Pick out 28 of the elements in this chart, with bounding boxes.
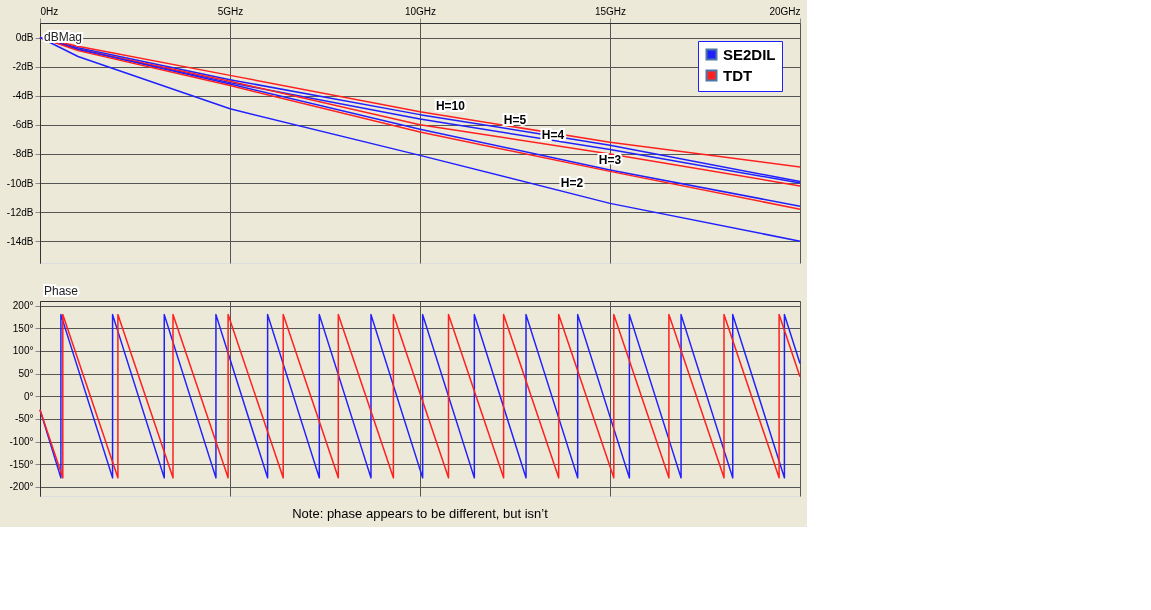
annotation: H=10: [435, 99, 466, 114]
x-tick-label: 5GHz: [217, 5, 244, 17]
chart-title: Phase: [44, 284, 79, 298]
y-tick-label: -12dB: [6, 206, 34, 218]
y-tick-label: -50°: [15, 413, 34, 425]
y-tick-label: -14dB: [6, 235, 34, 247]
x-tick-label: 10GHz: [404, 5, 437, 17]
y-tick-label: 0dB: [15, 32, 34, 44]
y-tick-label: -8dB: [12, 148, 34, 160]
y-tick-label: 200°: [12, 300, 34, 312]
y-tick-label: -100°: [9, 436, 34, 448]
y-tick-label: 100°: [12, 345, 34, 357]
legend-label: TDT: [723, 66, 753, 84]
x-tick-label: 20GHz: [769, 5, 801, 17]
legend-label: SE2DIL: [723, 45, 776, 63]
y-tick-label: 0°: [23, 390, 34, 402]
y-tick-label: -200°: [9, 481, 34, 493]
y-tick-label: 50°: [18, 368, 34, 380]
y-tick-label: -10dB: [6, 177, 34, 189]
annotation: H=5: [503, 112, 527, 127]
x-tick-label: 15GHz: [594, 5, 627, 17]
x-tick-label: 0Hz: [40, 5, 59, 17]
y-tick-label: -4dB: [12, 90, 34, 102]
y-tick-label: -2dB: [12, 61, 34, 73]
text: Note: phase appears to be different, but isn’t: [292, 506, 549, 521]
y-tick-label: 150°: [12, 322, 34, 334]
y-tick-label: -6dB: [12, 119, 34, 131]
y-tick-label: -150°: [9, 458, 34, 470]
